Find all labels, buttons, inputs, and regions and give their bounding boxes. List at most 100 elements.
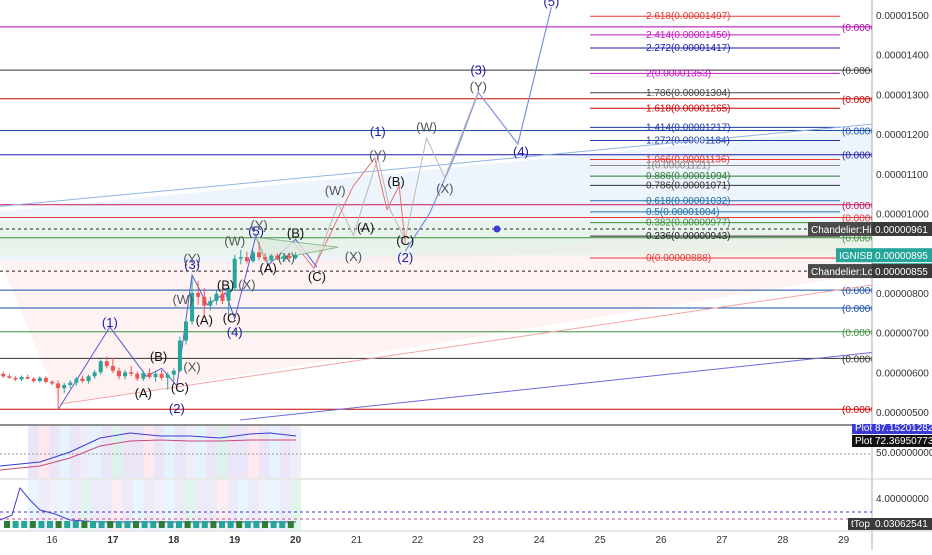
wave-label: (C)	[308, 269, 326, 284]
indicator1-shade	[217, 426, 228, 478]
indicator2-bar	[193, 521, 200, 528]
indicator1-shade	[59, 426, 70, 478]
fib-label: 1.272(0.00001184)	[646, 135, 730, 146]
candle-body	[275, 255, 280, 259]
indicator1-badge1-tag: Plot	[852, 423, 872, 434]
candle-body	[123, 372, 128, 377]
indicator2-shade	[175, 480, 186, 530]
wave-label: (X)	[238, 277, 255, 292]
symbol-badge-text: IGNISBTC	[839, 251, 886, 262]
indicator1-shade	[112, 426, 123, 478]
candle-body	[98, 361, 103, 373]
wave-label: (Y)	[183, 251, 200, 266]
indicator1-line-blue	[0, 432, 297, 467]
candle-body	[7, 376, 12, 378]
fib-label: 0.236(0.00000943)	[646, 231, 731, 242]
time-tick-label: 16	[46, 535, 58, 546]
indicator2-bar	[236, 521, 243, 528]
indicator2-badge-tag: tTop	[848, 518, 872, 530]
chandelier-shade-green	[0, 221, 872, 256]
candle-body	[80, 378, 85, 382]
price-tick-label: 0.00001500	[876, 11, 929, 22]
wave-label: (B)	[217, 278, 234, 293]
candle-body	[183, 321, 188, 341]
candle-body	[74, 378, 79, 383]
fib-label: 1(0.00001121)	[646, 160, 710, 171]
wave-label: (Y)	[369, 148, 386, 163]
indicator2-bar	[279, 521, 286, 528]
wave-path-history	[57, 233, 318, 410]
indicator2-bar	[244, 521, 251, 528]
indicator1-shade	[269, 426, 280, 478]
indicator2-bar	[253, 521, 260, 528]
fib-label: 0.5(0.00001004)	[646, 207, 719, 218]
indicator2-bar	[21, 521, 28, 528]
time-tick-label: 26	[655, 535, 667, 546]
chandelier-high-value-bg	[872, 221, 932, 236]
indicator2-tick: 4.00000000	[876, 494, 929, 505]
time-tick-label: 22	[412, 535, 424, 546]
indicator2-shade	[112, 480, 123, 530]
indicator2-shade	[28, 480, 39, 530]
indicator2-bar	[227, 521, 234, 528]
wave-label: (3)	[184, 257, 200, 272]
indicator2-bar	[38, 521, 45, 528]
fib-label: 0.886(0.00001094)	[646, 171, 731, 182]
indicator1-badge2-tag-text: Plot	[855, 436, 872, 447]
candle-body	[293, 255, 298, 258]
fib-label: 1.066(0.00001136)	[646, 155, 730, 166]
trend-line-lower	[239, 351, 873, 421]
candle-body	[50, 381, 54, 384]
candle-body	[159, 373, 164, 378]
candle-body	[238, 257, 243, 259]
indicator1-shade	[38, 426, 49, 478]
indicator2-badge-text: 0.03062541	[875, 519, 928, 530]
candle-body	[92, 372, 97, 377]
time-tick-label: 21	[351, 535, 363, 546]
indicator2-bar	[219, 521, 225, 528]
candle-body	[19, 377, 24, 380]
candle-body	[214, 293, 219, 301]
candle-body	[208, 300, 213, 306]
horizontal-line-label: (0.00000	[842, 234, 882, 245]
indicator1-shade	[101, 426, 112, 478]
indicator2-bar	[167, 521, 174, 528]
wave-label: (Y)	[470, 79, 487, 94]
indicator2-shade	[196, 480, 207, 530]
wave-label: (1)	[370, 124, 386, 139]
wave-label: (W)	[416, 120, 437, 135]
wave-label: (B)	[287, 225, 304, 240]
horizontal-line-label: (0.00000	[842, 405, 882, 416]
indicator1-shade	[196, 426, 207, 478]
wave-label: (5)	[248, 223, 264, 238]
symbol-badge-bg	[836, 248, 872, 263]
indicator2-shade	[80, 480, 91, 530]
indicator1-tick: 50.00000000	[876, 448, 932, 459]
time-tick-label: 29	[838, 535, 850, 546]
candle-body	[104, 361, 109, 366]
wave-label: (C)	[223, 311, 241, 326]
time-tick-label: 24	[534, 535, 546, 546]
horizontal-line-label: (0.00001	[842, 66, 882, 77]
indicator1-shade	[154, 426, 165, 478]
chandelier-high-value: 0.00000961	[872, 221, 932, 236]
indicator1-shade	[185, 426, 196, 478]
indicator2-bar	[158, 521, 165, 528]
fib-label: 0.786(0.00001071)	[646, 180, 731, 191]
time-tick-label: 17	[107, 535, 119, 546]
wave-label: (W)	[172, 292, 193, 307]
wave-label: (Y)	[250, 217, 267, 232]
candle-body	[43, 377, 48, 382]
symbol-badge: IGNISBTC	[836, 248, 886, 263]
wave-label: (W)	[325, 183, 346, 198]
wave-label: (A)	[260, 260, 277, 275]
channel-shade-red	[0, 225, 872, 405]
wave-label: (X)	[436, 181, 453, 196]
wave-label: (4)	[227, 325, 243, 340]
candle-body	[244, 257, 249, 262]
projection-path-abc	[292, 156, 406, 270]
price-tick-label: 0.00000700	[876, 329, 929, 340]
candle-body	[257, 252, 262, 258]
fib-label: 0.382(0.00000977)	[646, 218, 731, 229]
